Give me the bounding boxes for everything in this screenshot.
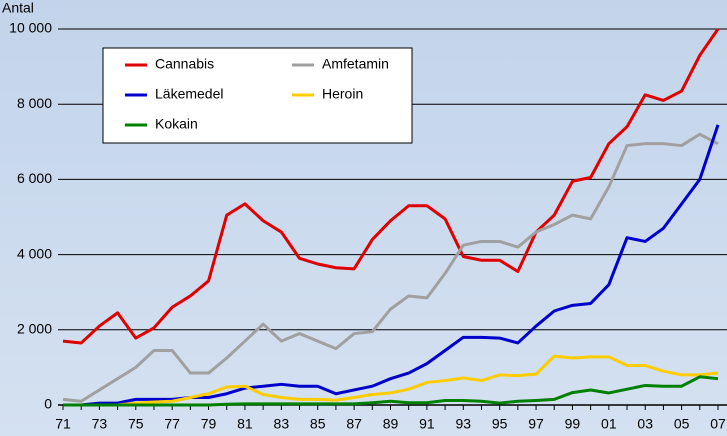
data-line	[63, 124, 720, 407]
x-tick-label: 01	[601, 416, 617, 432]
x-tick-label: 03	[637, 416, 653, 432]
x-tick-label: 77	[164, 416, 180, 432]
y-axis-label: Antal	[2, 0, 34, 16]
legend-label: Cannabis	[155, 56, 214, 72]
x-tick-label: 95	[492, 416, 508, 432]
data-line	[63, 354, 719, 407]
x-tick-label: 81	[237, 416, 253, 432]
x-tick-label: 93	[455, 416, 471, 432]
legend-box	[102, 47, 413, 144]
x-tick-label: 83	[274, 416, 290, 432]
x-tick-label: 91	[419, 416, 435, 432]
x-tick-label: 99	[565, 416, 581, 432]
y-tick-label: 0	[44, 396, 52, 412]
x-tick-label: 85	[310, 416, 326, 432]
x-tick-label: 73	[92, 416, 108, 432]
data-line	[62, 132, 719, 403]
data-line	[63, 375, 719, 407]
legend-label: Läkemedel	[155, 86, 224, 102]
x-tick-label: 89	[383, 416, 399, 432]
x-tick-label: 75	[128, 416, 144, 432]
x-tick-label: 05	[674, 416, 690, 432]
y-tick-label: 8 000	[17, 95, 52, 111]
legend-label: Heroin	[322, 86, 363, 102]
y-tick-label: 4 000	[17, 245, 52, 261]
y-tick-label: 2 000	[17, 321, 52, 337]
legend-label: Amfetamin	[322, 56, 389, 72]
x-tick-label: 87	[346, 416, 362, 432]
y-tick-label: 6 000	[17, 170, 52, 186]
x-tick-label: 97	[528, 416, 544, 432]
x-tick-label: 07	[710, 416, 726, 432]
x-tick-label: 71	[55, 416, 71, 432]
x-tick-label: 79	[201, 416, 217, 432]
legend-label: Kokain	[155, 116, 198, 132]
y-tick-label: 10 000	[9, 20, 52, 36]
data-line	[62, 28, 720, 345]
